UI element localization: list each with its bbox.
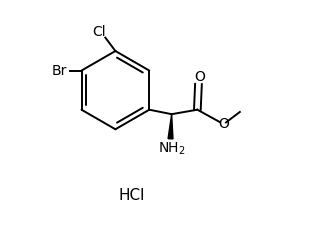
Text: Cl: Cl <box>92 25 106 39</box>
Text: O: O <box>194 70 205 84</box>
Text: O: O <box>218 117 229 131</box>
Text: NH$_2$: NH$_2$ <box>158 141 185 157</box>
Text: Br: Br <box>52 64 67 78</box>
Polygon shape <box>168 114 173 139</box>
Text: HCl: HCl <box>119 188 145 203</box>
